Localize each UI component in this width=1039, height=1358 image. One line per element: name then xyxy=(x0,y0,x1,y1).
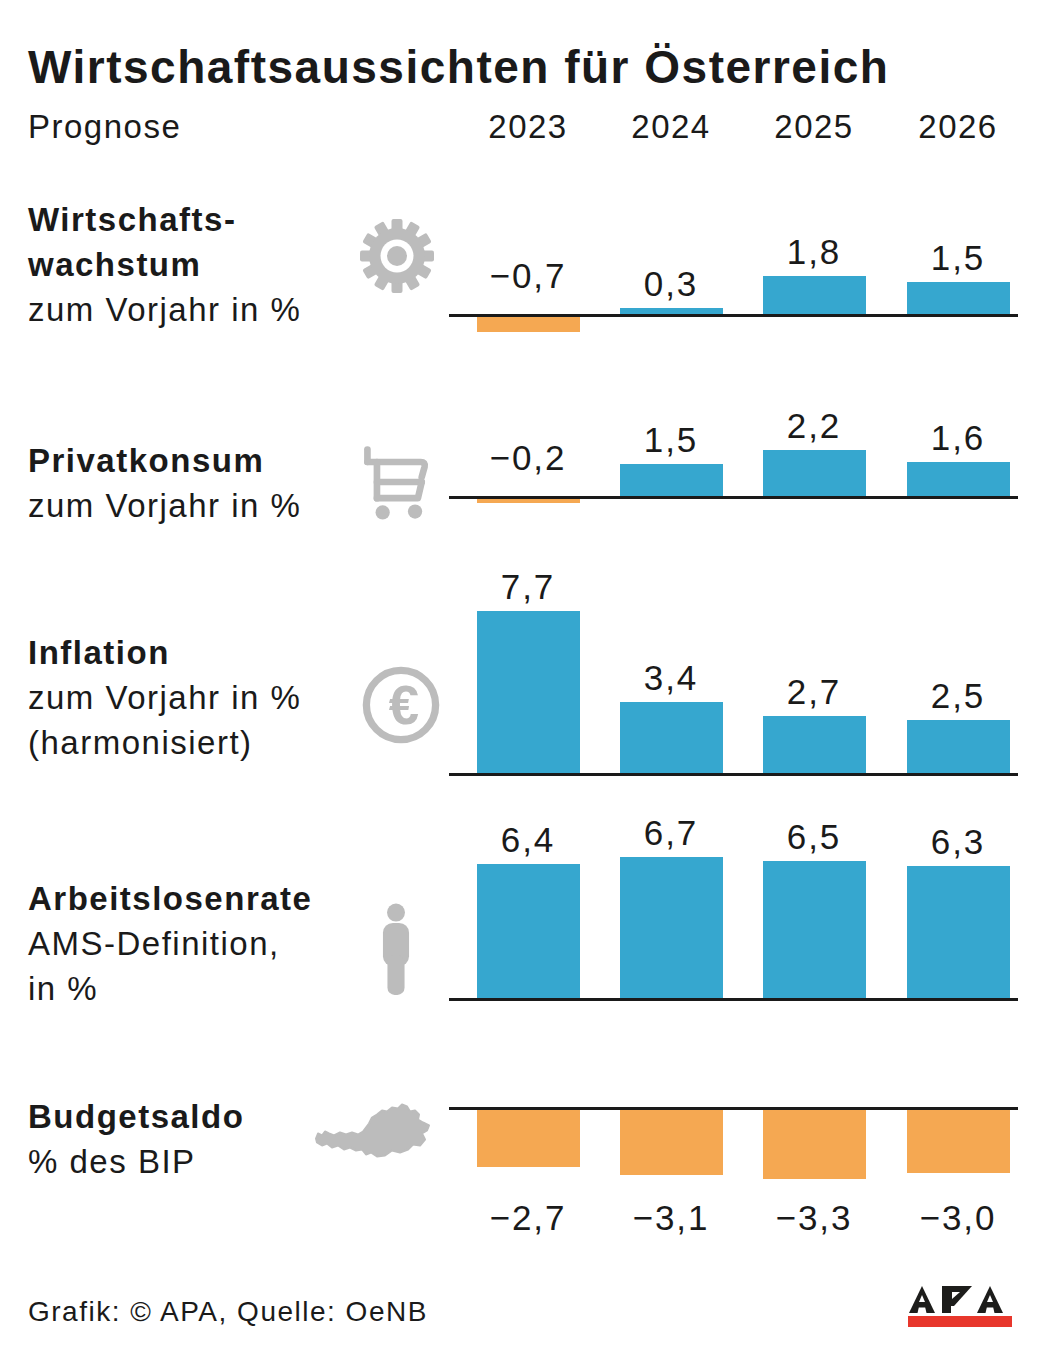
year-label: 2023 xyxy=(468,108,588,146)
bar-2026 xyxy=(907,462,1010,496)
year-label: 2024 xyxy=(611,108,731,146)
axis-baseline xyxy=(449,998,1018,1001)
row-subtitle-line: zum Vorjahr in % xyxy=(28,287,301,332)
bar-2026 xyxy=(907,720,1010,773)
row-label: Inflationzum Vorjahr in %(harmonisiert) xyxy=(28,630,301,765)
axis-baseline xyxy=(449,773,1018,776)
bar-2024 xyxy=(620,308,723,314)
bar-value-label: 1,5 xyxy=(888,240,1028,276)
bar-value-label: −3,3 xyxy=(744,1200,884,1236)
bar-2025 xyxy=(763,716,866,773)
bar-2023 xyxy=(477,864,580,998)
row-title-line: Budgetsaldo xyxy=(28,1094,244,1139)
bar-2024 xyxy=(620,702,723,773)
bar-2024 xyxy=(620,857,723,998)
row-subtitle-line: % des BIP xyxy=(28,1139,244,1184)
row-subtitle-line: AMS-Definition, xyxy=(28,921,312,966)
bar-2025 xyxy=(763,450,866,496)
bar-2026 xyxy=(907,866,1010,998)
row-subtitle-line: zum Vorjahr in % xyxy=(28,483,301,528)
bar-2025 xyxy=(763,276,866,314)
svg-text:€: € xyxy=(389,675,419,736)
row-title-line: wachstum xyxy=(28,242,301,287)
bar-value-label: 1,5 xyxy=(601,422,741,458)
bar-2023 xyxy=(477,1110,580,1167)
bar-value-label: 6,3 xyxy=(888,824,1028,860)
bar-2026 xyxy=(907,282,1010,314)
row-subtitle-line: in % xyxy=(28,966,312,1011)
bar-value-label: 6,7 xyxy=(601,815,741,851)
bar-2025 xyxy=(763,1110,866,1179)
bar-2023 xyxy=(477,499,580,503)
bar-value-label: 2,2 xyxy=(744,408,884,444)
bar-value-label: 1,8 xyxy=(744,234,884,270)
year-label: 2026 xyxy=(898,108,1018,146)
person-icon xyxy=(378,903,414,995)
bar-2024 xyxy=(620,464,723,496)
bar-value-label: 1,6 xyxy=(888,420,1028,456)
source-credit: Grafik: © APA, Quelle: OeNB xyxy=(28,1296,428,1328)
infographic-page: Wirtschaftsaussichten für Österreich Pro… xyxy=(0,0,1039,1358)
euro-icon: € xyxy=(362,666,440,744)
shopping-cart-icon xyxy=(358,442,434,522)
austria-map-icon xyxy=(313,1101,431,1164)
row-title-line: Inflation xyxy=(28,630,301,675)
bar-value-label: −0,2 xyxy=(458,440,598,476)
row-label: ArbeitslosenrateAMS-Definition,in % xyxy=(28,876,312,1011)
bar-value-label: 3,4 xyxy=(601,660,741,696)
gear-icon xyxy=(357,216,437,296)
row-title-line: Privatkonsum xyxy=(28,438,301,483)
row-title-line: Arbeitslosenrate xyxy=(28,876,312,921)
bar-value-label: 6,5 xyxy=(744,819,884,855)
bar-2023 xyxy=(477,611,580,773)
bar-2026 xyxy=(907,1110,1010,1173)
row-subtitle-line: zum Vorjahr in % xyxy=(28,675,301,720)
bar-value-label: 2,7 xyxy=(744,674,884,710)
bar-value-label: −2,7 xyxy=(458,1200,598,1236)
apa-logo xyxy=(908,1286,1012,1328)
bar-value-label: 2,5 xyxy=(888,678,1028,714)
row-label: Wirtschafts-wachstumzum Vorjahr in % xyxy=(28,197,301,332)
prognose-label: Prognose xyxy=(28,108,181,146)
row-subtitle-line: (harmonisiert) xyxy=(28,720,301,765)
bar-2025 xyxy=(763,861,866,998)
bar-value-label: 0,3 xyxy=(601,266,741,302)
row-label: Privatkonsumzum Vorjahr in % xyxy=(28,438,301,528)
bar-value-label: −0,7 xyxy=(458,258,598,294)
bar-value-label: −3,1 xyxy=(601,1200,741,1236)
row-label: Budgetsaldo% des BIP xyxy=(28,1094,244,1184)
bar-value-label: 7,7 xyxy=(458,569,598,605)
page-title: Wirtschaftsaussichten für Österreich xyxy=(28,40,889,94)
row-title-line: Wirtschafts- xyxy=(28,197,301,242)
bar-value-label: 6,4 xyxy=(458,822,598,858)
year-label: 2025 xyxy=(754,108,874,146)
bar-value-label: −3,0 xyxy=(888,1200,1028,1236)
bar-2024 xyxy=(620,1110,723,1175)
bar-2023 xyxy=(477,317,580,332)
